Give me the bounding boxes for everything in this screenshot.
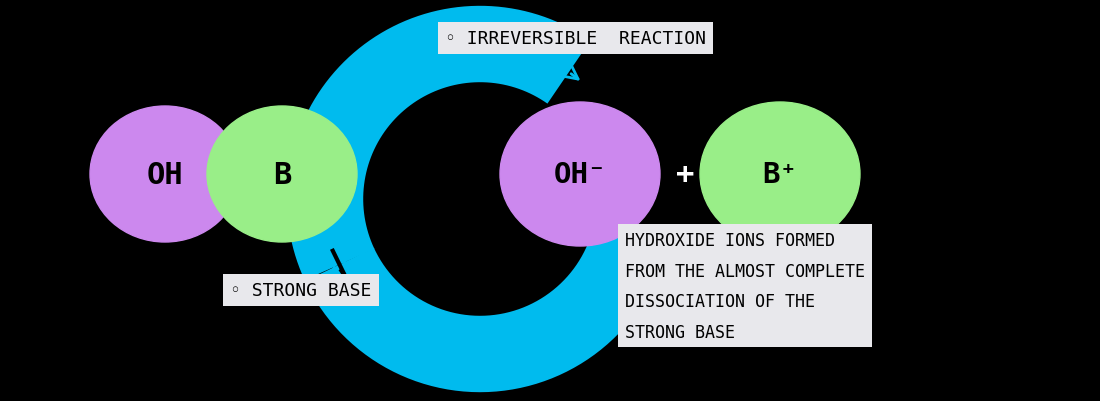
Ellipse shape xyxy=(90,107,240,242)
Ellipse shape xyxy=(500,103,660,246)
Text: OH: OH xyxy=(146,160,184,189)
Text: OH⁻: OH⁻ xyxy=(553,160,606,188)
Text: HYDROXIDE IONS FORMED
FROM THE ALMOST COMPLETE
DISSOCIATION OF THE
STRONG BASE: HYDROXIDE IONS FORMED FROM THE ALMOST CO… xyxy=(625,231,865,341)
Ellipse shape xyxy=(700,103,860,246)
Text: ◦ IRREVERSIBLE  REACTION: ◦ IRREVERSIBLE REACTION xyxy=(446,30,706,48)
Text: B: B xyxy=(273,160,292,189)
Text: B⁺: B⁺ xyxy=(762,160,798,188)
Ellipse shape xyxy=(207,107,358,242)
Text: ◦ STRONG BASE: ◦ STRONG BASE xyxy=(230,281,372,299)
Text: +: + xyxy=(675,160,694,189)
